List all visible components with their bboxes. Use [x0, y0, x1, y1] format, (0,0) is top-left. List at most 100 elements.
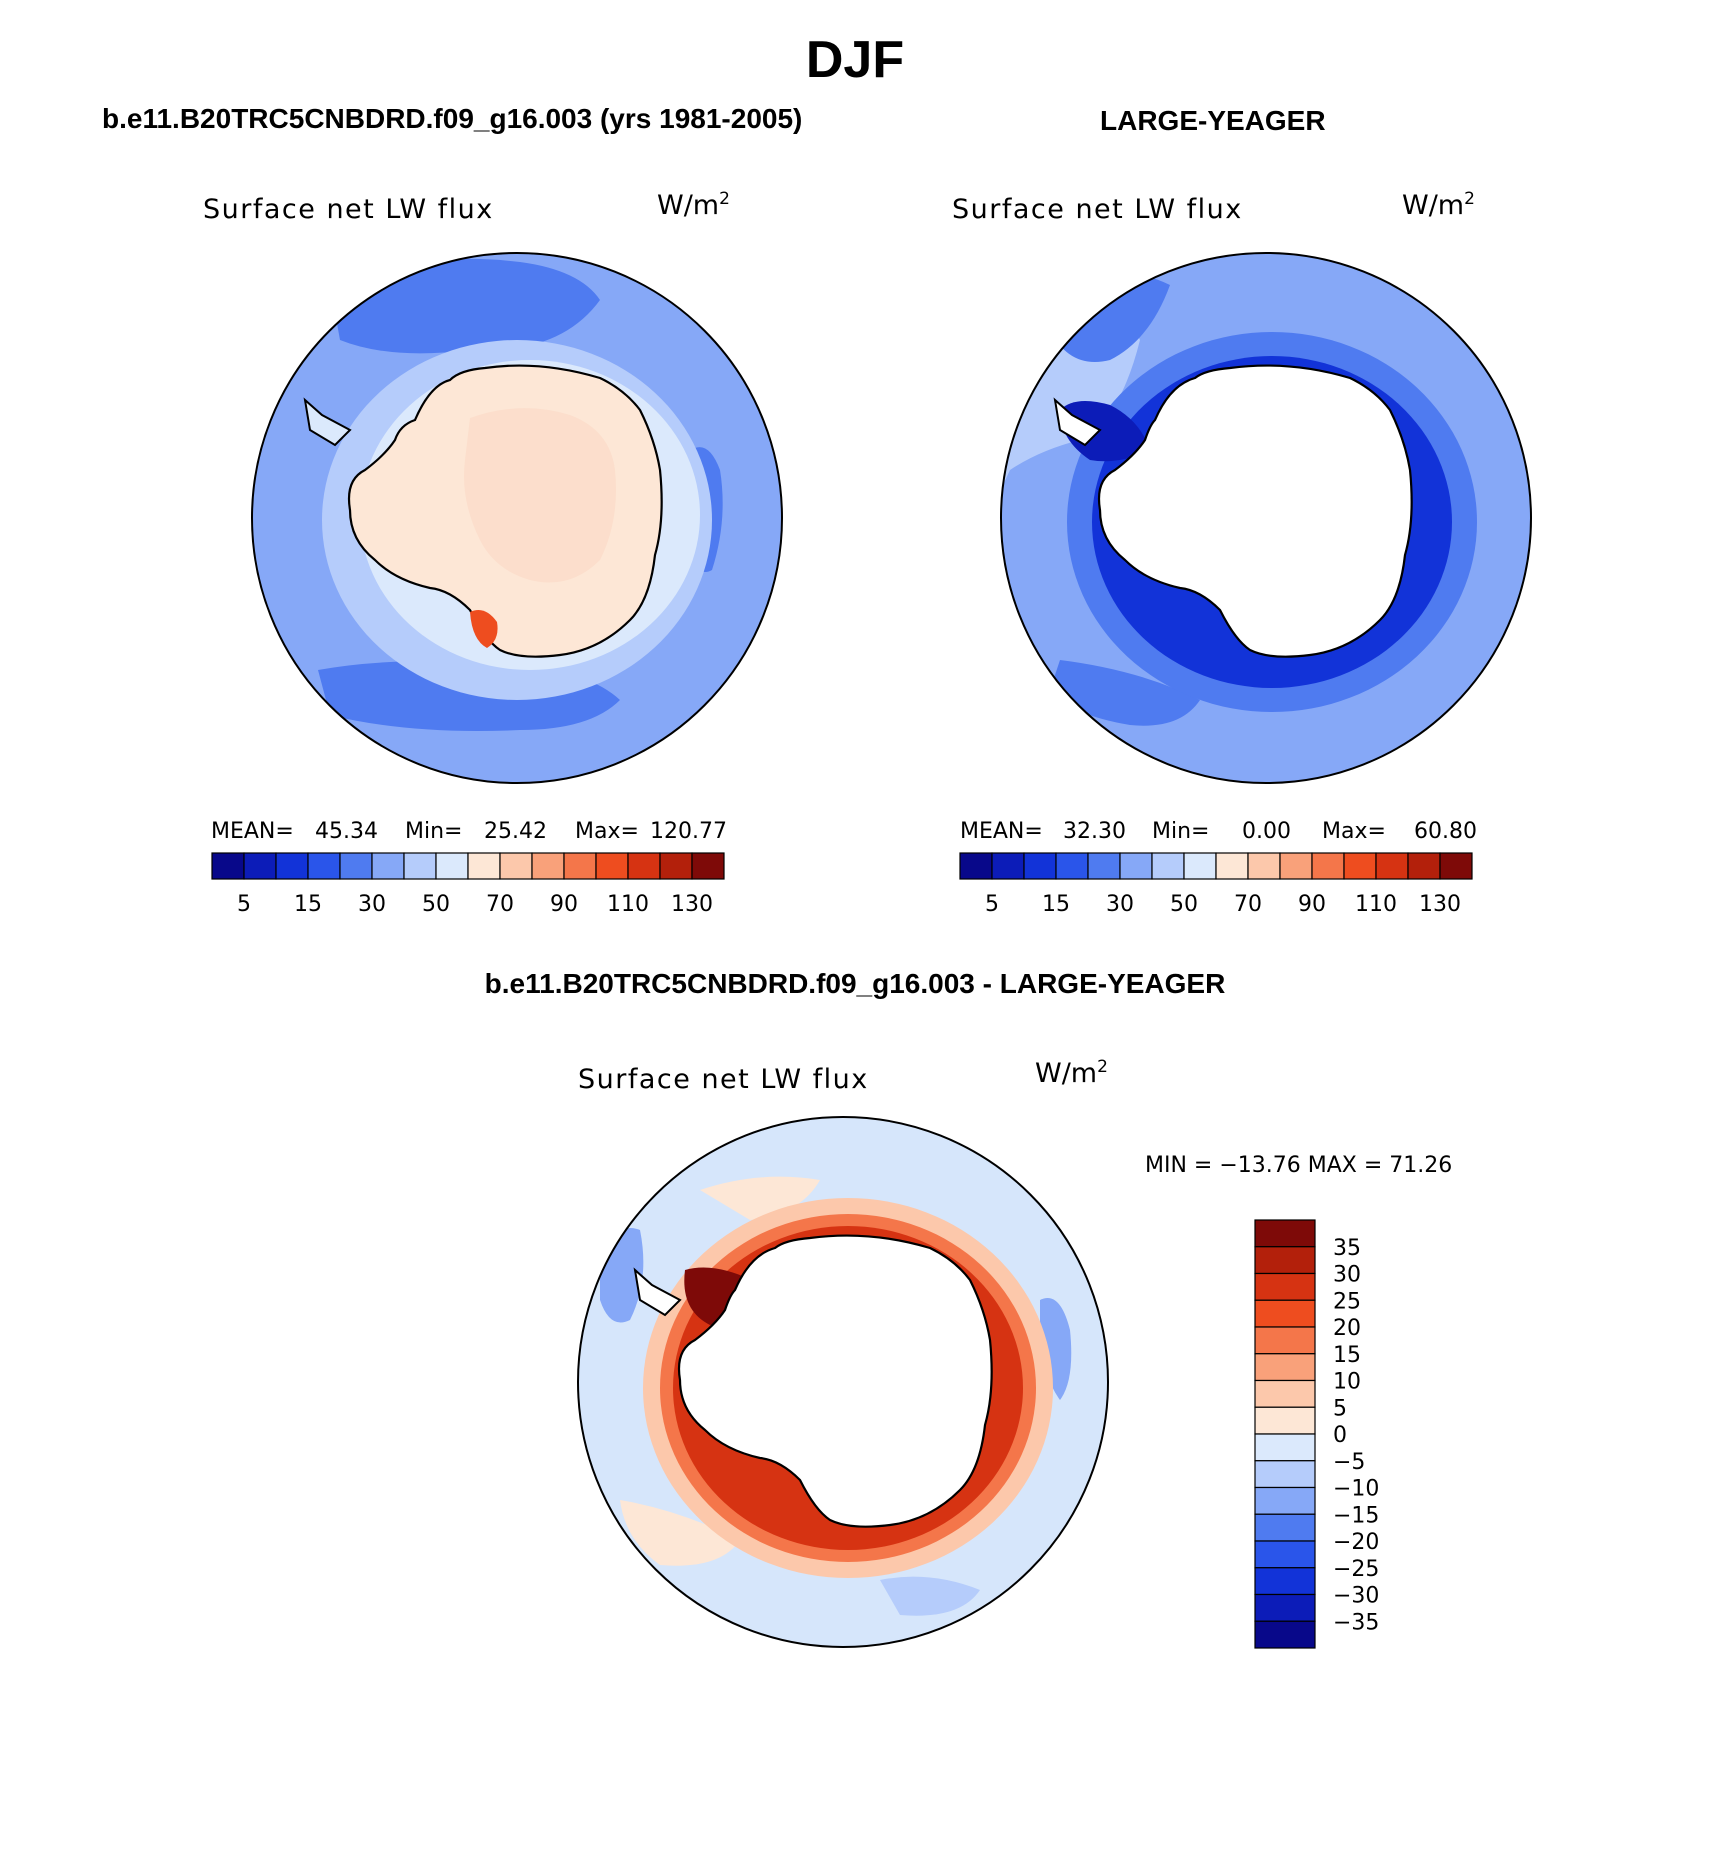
right-panel-case-title: LARGE-YEAGER: [1100, 105, 1326, 136]
left-stats: MEAN= 45.34 Min= 25.42 Max= 120.77: [211, 819, 727, 844]
left-panel: Surface net LW flux W/m2 MEAN= 45.34 Min…: [203, 189, 783, 917]
right-colorbar-box: [1375, 852, 1409, 880]
right-colorbar-box: [1343, 852, 1377, 880]
left-colorbar-box: [339, 852, 373, 880]
diff-pos-patch-north: [700, 1176, 820, 1220]
diff-min-max-text: MIN = −13.76 MAX = 71.26: [1145, 1153, 1452, 1178]
right-colorbar-box: [1055, 852, 1089, 880]
right-panel-units: W/m2: [1402, 189, 1475, 221]
diff-colorbar-box: [1254, 1379, 1316, 1408]
right-peninsula: [1053, 397, 1102, 447]
left-colorbar-box: [275, 852, 309, 880]
right-colorbar-tick-label: 15: [1042, 892, 1070, 917]
left-ross-hotspot: [470, 609, 498, 648]
diff-neg-patch-south: [880, 1576, 980, 1616]
diff-pos-patch-southwest: [620, 1500, 740, 1566]
left-colorbar-box: [467, 852, 501, 880]
diff-colorbar-tick-label: 20: [1333, 1316, 1361, 1341]
left-colorbar-box: [531, 852, 565, 880]
left-colorbar-box: [499, 852, 533, 880]
left-colorbar-box: [371, 852, 405, 880]
right-colorbar-tick-label: 70: [1234, 892, 1262, 917]
left-colorbar-box: [403, 852, 437, 880]
left-peninsula: [303, 397, 352, 447]
left-colorbar-box: [211, 852, 245, 880]
right-colorbar-box: [1023, 852, 1057, 880]
diff-colorbar-box: [1254, 1460, 1316, 1489]
diff-colorbar-box: [1254, 1513, 1316, 1542]
left-panel-case-title: b.e11.B20TRC5CNBDRD.f09_g16.003 (yrs 198…: [102, 103, 803, 134]
left-colorbar-tick-label: 90: [550, 892, 578, 917]
right-colorbar-box: [959, 852, 993, 880]
diff-colorbar-box: [1254, 1272, 1316, 1301]
right-colorbar-box: [1119, 852, 1153, 880]
right-weddell-lowest: [1060, 401, 1150, 462]
diff-colorbar-tick-label: 10: [1333, 1370, 1361, 1395]
right-max-label: Max=: [1322, 819, 1386, 844]
right-colorbar-box: [1279, 852, 1313, 880]
left-min-label: Min=: [405, 819, 462, 844]
diff-colorbar-tick-label: 0: [1333, 1423, 1347, 1448]
right-colorbar: 5 15 30 50 70 90 110 130: [959, 852, 1473, 917]
right-colorbar-box: [1439, 852, 1473, 880]
left-colorbar-box: [659, 852, 693, 880]
left-colorbar-tick-label: 110: [607, 892, 649, 917]
right-colorbar-box: [1407, 852, 1441, 880]
right-colorbar-tick-label: 30: [1106, 892, 1134, 917]
diff-colorbar-box: [1254, 1620, 1316, 1649]
diff-colorbar-tick-label: −5: [1333, 1450, 1365, 1475]
diff-colorbar-tick-label: 30: [1333, 1263, 1361, 1288]
right-colorbar-box: [1247, 852, 1281, 880]
left-colorbar-box: [691, 852, 725, 880]
diff-colorbar-tick-label: −35: [1333, 1610, 1379, 1635]
right-stats: MEAN= 32.30 Min= 0.00 Max= 60.80: [960, 819, 1477, 844]
right-low-south: [1050, 660, 1200, 726]
diff-panel-map: [578, 1117, 1108, 1647]
right-map-frame: [1000, 252, 1532, 784]
left-colorbar-box: [595, 852, 629, 880]
right-colorbar-box: [1151, 852, 1185, 880]
diff-colorbar-tick-label: 35: [1333, 1236, 1361, 1261]
left-colorbar-tick-label: 15: [294, 892, 322, 917]
difference-panel-case-title: b.e11.B20TRC5CNBDRD.f09_g16.003 - LARGE-…: [484, 968, 1226, 999]
right-colorbar-tick-label: 90: [1298, 892, 1326, 917]
diff-panel-units: W/m2: [1035, 1057, 1108, 1089]
right-mean-label: MEAN=: [960, 819, 1043, 844]
diff-colorbar-box: [1254, 1299, 1316, 1328]
left-colorbar: 5 15 30 50 70 90 110 130: [211, 852, 725, 917]
left-map-frame: [251, 252, 783, 784]
diff-colorbar-tick-label: −30: [1333, 1584, 1379, 1609]
figure-title: DJF: [805, 31, 905, 89]
right-antarctica: [1097, 364, 1413, 658]
right-colorbar-tick-label: 130: [1419, 892, 1461, 917]
diff-peninsula: [633, 1267, 682, 1317]
right-colorbar-tick-label: 110: [1355, 892, 1397, 917]
left-mean-value: 45.34: [315, 819, 378, 844]
diff-colorbar-tick-label: −20: [1333, 1530, 1379, 1555]
diff-panel-variable-title: Surface net LW flux: [578, 1064, 869, 1095]
left-max-value: 120.77: [650, 819, 727, 844]
right-colorbar-tick-label: 5: [985, 892, 999, 917]
left-colorbar-box: [307, 852, 341, 880]
left-max-label: Max=: [575, 819, 639, 844]
right-colorbar-box: [1087, 852, 1121, 880]
diff-colorbar-box: [1254, 1433, 1316, 1462]
diff-colorbar-box: [1254, 1486, 1316, 1515]
diff-colorbar-tick-label: 25: [1333, 1289, 1361, 1314]
diff-colorbar-box: [1254, 1246, 1316, 1275]
left-colorbar-tick-label: 50: [422, 892, 450, 917]
left-panel-variable-title: Surface net LW flux: [203, 194, 494, 225]
left-panel-map: [252, 253, 782, 783]
right-colorbar-box: [991, 852, 1025, 880]
right-colorbar-tick-label: 50: [1170, 892, 1198, 917]
left-colorbar-tick-label: 30: [358, 892, 386, 917]
right-colorbar-box: [1183, 852, 1217, 880]
right-min-label: Min=: [1152, 819, 1209, 844]
left-colorbar-tick-label: 70: [486, 892, 514, 917]
diff-antarctica: [677, 1234, 993, 1528]
difference-panel: Surface net LW flux W/m2 MIN = −13.76 MA…: [577, 1057, 1452, 1649]
diff-colorbar-tick-label: 15: [1333, 1343, 1361, 1368]
right-max-value: 60.80: [1414, 819, 1477, 844]
